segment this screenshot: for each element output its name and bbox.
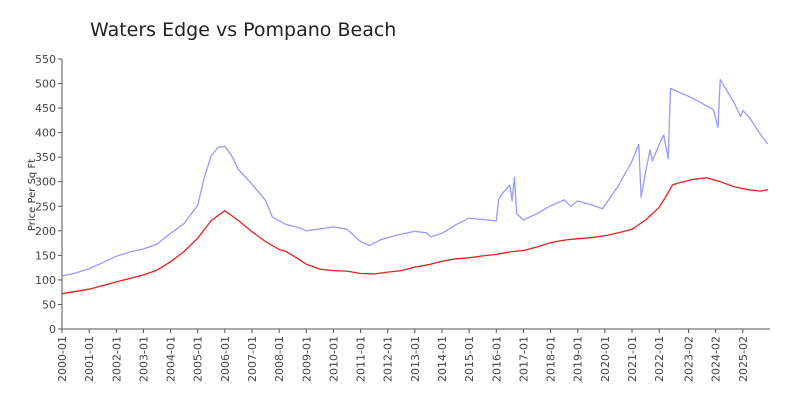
x-tick-label: 2016-01 [490,336,503,382]
y-tick-label: 0 [49,323,56,336]
x-tick-label: 2020-01 [599,336,612,382]
x-tick-label: 2000-01 [56,336,69,382]
x-tick-label: 2025-02 [737,336,750,382]
x-tick-label: 2018-01 [545,336,558,382]
x-tick-label: 2010-01 [327,336,340,382]
y-tick-label: 200 [35,225,56,238]
y-tick-label: 500 [35,78,56,91]
y-tick-label: 250 [35,200,56,213]
y-tick-label: 150 [35,249,56,262]
x-tick-label: 2008-01 [273,336,286,382]
y-tick-label: 400 [35,127,56,140]
series-layer [61,78,769,295]
x-tick-label: 2023-02 [683,336,696,382]
x-tick-label: 2003-01 [137,336,150,382]
series-line-1 [61,78,769,277]
y-tick-label: 100 [35,274,56,287]
x-tick-label: 2004-01 [165,336,178,382]
x-tick-label: 2012-01 [382,336,395,382]
x-tick-label: 2001-01 [83,336,96,382]
x-tick-label: 2005-01 [192,336,205,382]
x-tick-label: 2019-01 [572,336,585,382]
x-tick-label: 2021-01 [626,336,639,382]
chart-axes: 0 50 100 150 200 250 300 350 400 450 500 550 2000-01… [35,53,770,382]
x-tick-label: 2009-01 [300,336,313,382]
x-tick-label: 2013-01 [409,336,422,382]
x-tick-label: 2014-01 [436,336,449,382]
y-tick-label: 50 [42,298,56,311]
x-tick-label: 2006-01 [219,336,232,382]
y-tick-label: 350 [35,151,56,164]
x-tick-label: 2015-01 [463,336,476,382]
x-tick-label: 2002-01 [110,336,123,382]
x-tick-label: 2007-01 [246,336,259,382]
series-line-2 [61,177,768,295]
x-tick-label: 2017-01 [517,336,530,382]
x-tick-label: 2024-02 [710,336,723,382]
y-axis-label: Price Per Sq Ft [27,159,38,231]
x-tick-label: 2022-01 [653,336,666,382]
y-tick-label: 450 [35,102,56,115]
chart-title: Waters Edge vs Pompano Beach [90,19,396,41]
x-tick-label: 2011-01 [355,336,368,382]
y-tick-label: 550 [35,53,56,66]
y-tick-label: 300 [35,176,56,189]
